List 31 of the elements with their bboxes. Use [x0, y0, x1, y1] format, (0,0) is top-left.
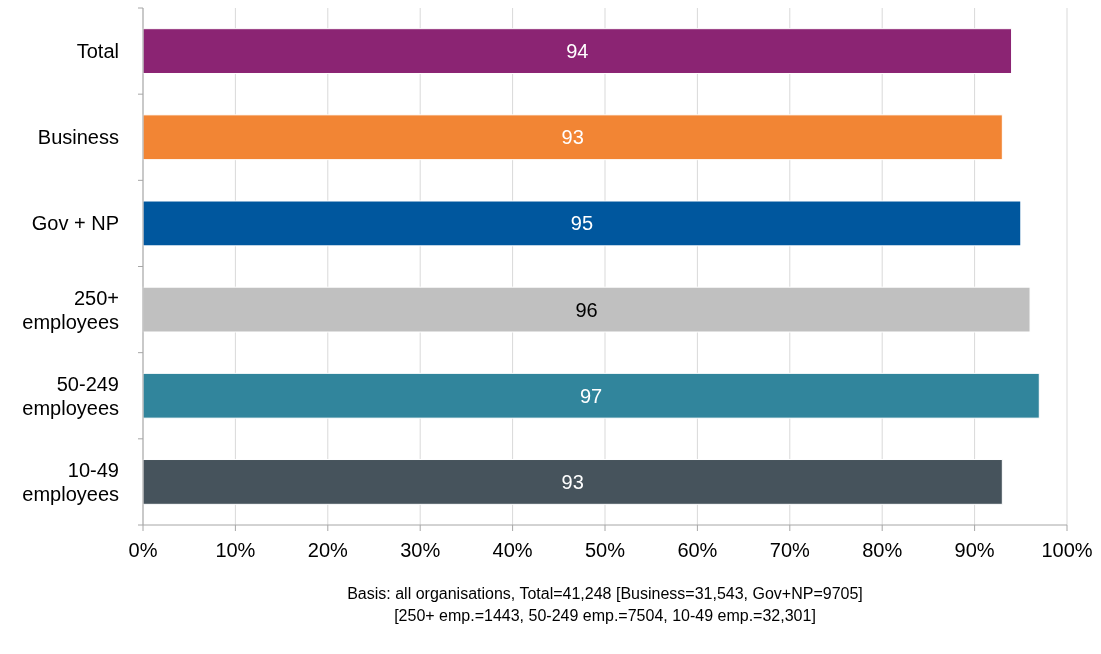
- x-tick-label: 40%: [492, 539, 533, 561]
- x-tick-label: 60%: [677, 539, 718, 561]
- data-label: 96: [575, 298, 598, 321]
- y-tick-label: 250+ employees: [22, 286, 119, 333]
- data-label: 97: [580, 384, 603, 407]
- text: Basis: all organisations, Total=41,248 [Business=31,543, Gov+NP=9705]: [347, 585, 863, 602]
- y-tick-label: Gov + NP: [31, 212, 119, 235]
- x-tick-label: 50%: [584, 539, 626, 561]
- text: [250+ emp.=1443, 50-249 emp.=7504, 10-49 emp.=32,301]: [394, 607, 816, 624]
- x-tick-label: 20%: [307, 539, 349, 561]
- x-tick-label: 30%: [400, 539, 441, 561]
- y-tick-label: 50-249 employees: [22, 372, 119, 419]
- bar: [142, 200, 1022, 247]
- bar: [142, 286, 1031, 333]
- data-label: 94: [566, 40, 589, 63]
- x-tick-label: 10%: [215, 539, 256, 561]
- y-tick-label: 10-49 employees: [22, 458, 119, 505]
- data-label: 95: [570, 212, 594, 235]
- data-label: 93: [561, 470, 584, 493]
- y-tick-label: Business: [37, 126, 119, 149]
- x-tick-label: 80%: [862, 539, 903, 561]
- x-tick-label: 90%: [954, 539, 995, 561]
- x-tick-label: 100%: [1041, 539, 1093, 561]
- data-label: 93: [561, 126, 584, 149]
- bar: [142, 459, 1003, 505]
- x-tick-label: 0%: [128, 539, 158, 561]
- bar: [142, 372, 1040, 419]
- x-tick-label: 70%: [769, 539, 811, 561]
- bar: [142, 114, 1003, 161]
- bar: [142, 28, 1013, 74]
- y-tick-label: Total: [76, 40, 119, 63]
